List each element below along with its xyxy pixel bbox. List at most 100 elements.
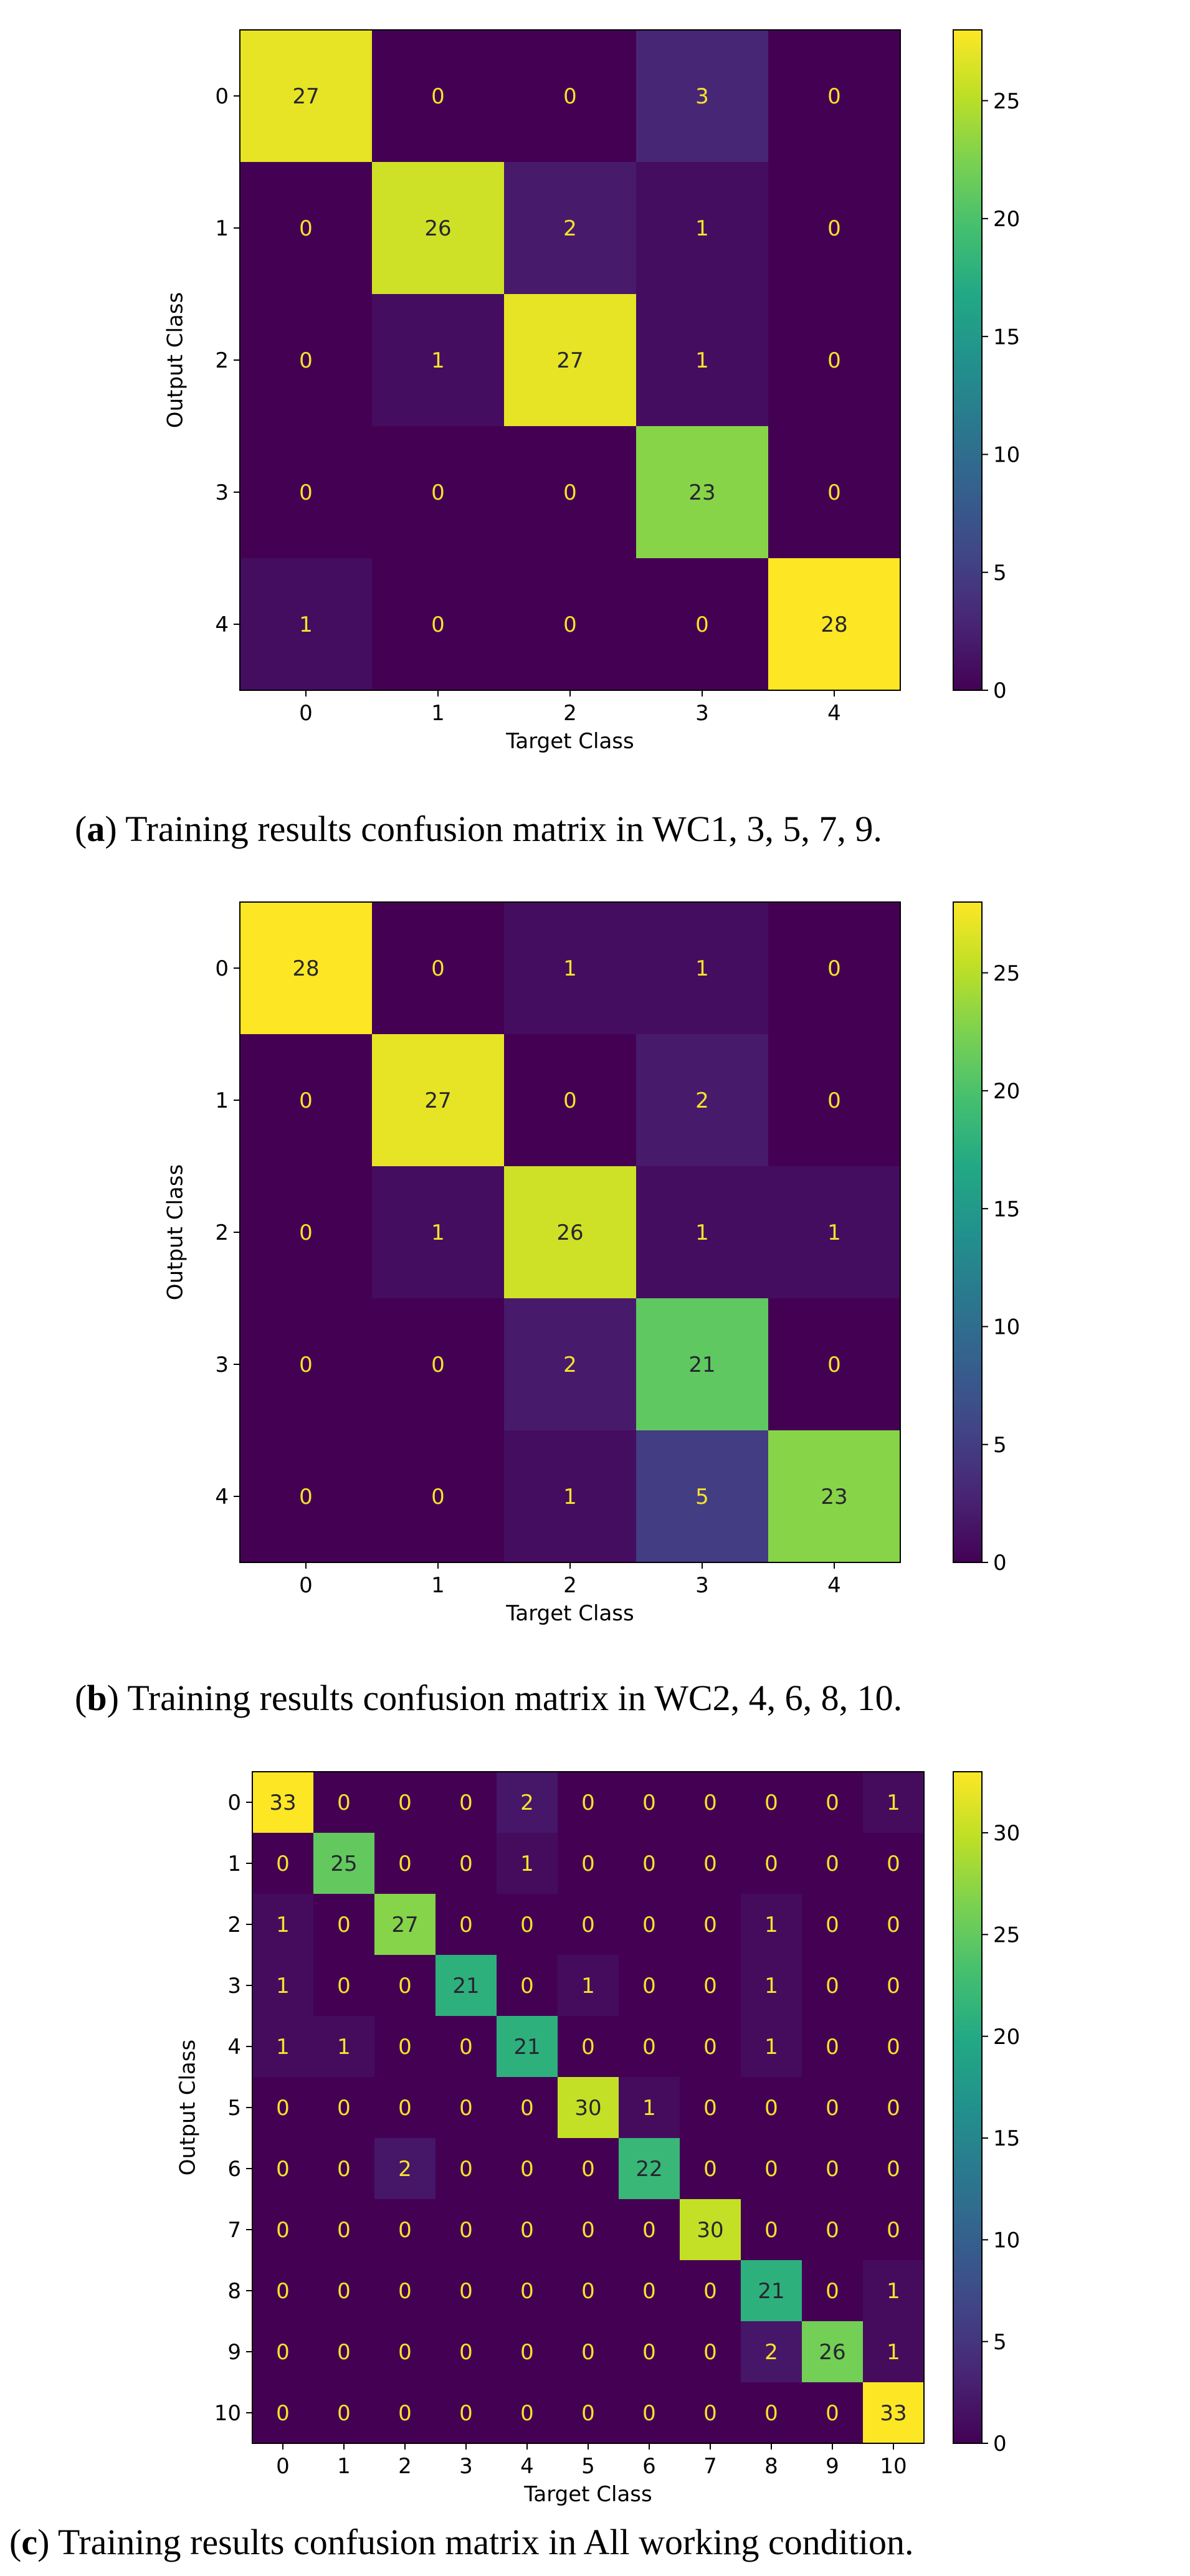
cell-value-label: 21 [513, 2035, 540, 2060]
cell-value-label: 0 [398, 2401, 412, 2426]
cell-value-label: 33 [880, 2401, 907, 2426]
cell-value-label: 0 [827, 956, 841, 981]
heatmap-cell [504, 902, 636, 1034]
y-tick-label: 2 [227, 1913, 241, 1937]
cell-value-label: 0 [826, 1974, 839, 1999]
cell-value-label: 0 [398, 1851, 412, 1876]
cell-value-label: 0 [299, 1088, 313, 1113]
heatmap-cell [558, 2016, 619, 2077]
heatmap-cell [313, 2199, 374, 2260]
heatmap-cell [252, 2260, 313, 2321]
heatmap-cell [741, 2321, 802, 2382]
cell-value-label: 1 [642, 2096, 656, 2121]
cell-value-label: 2 [520, 1790, 534, 1815]
heatmap-cell [619, 2321, 680, 2382]
heatmap-cell [802, 1772, 863, 1833]
heatmap-cell [558, 1772, 619, 1833]
cell-value-label: 0 [703, 1913, 717, 1937]
heatmap-cell [558, 2382, 619, 2443]
heatmap-cell [768, 426, 900, 558]
heatmap-cell [741, 2382, 802, 2443]
heatmap-cell [768, 558, 900, 690]
y-tick-label: 3 [215, 480, 229, 505]
cell-value-label: 2 [563, 216, 577, 241]
heatmap-cell [313, 2016, 374, 2077]
heatmap-cell [558, 2199, 619, 2260]
heatmap-cell [504, 558, 636, 690]
x-tick-label: 3 [459, 2454, 473, 2479]
cell-value-label: 0 [276, 1851, 290, 1876]
cell-value-label: 5 [695, 1485, 709, 1509]
heatmap-cell [741, 1955, 802, 2016]
cell-value-label: 2 [764, 2340, 778, 2365]
cell-value-label: 0 [337, 2340, 351, 2365]
panel-a: 27 0 0 3 00 26 2 1 00 1 27 1 00 0 0 23 01 0 0 0 280 1 2 3 401234… [75, 29, 1020, 849]
heatmap-cell [558, 1833, 619, 1894]
colorbar-tick-label: 25 [993, 89, 1020, 114]
x-tick-label: 1 [337, 2454, 351, 2479]
heatmap-cell [504, 1034, 636, 1166]
colorbar-tick-label: 0 [993, 678, 1007, 703]
cell-value-label: 0 [827, 348, 841, 373]
cell-value-label: 25 [330, 1851, 357, 1876]
cell-value-label: 0 [703, 1851, 717, 1876]
heatmap-cell [619, 2199, 680, 2260]
x-tick-label: 5 [581, 2454, 595, 2479]
cell-value-label: 0 [337, 2401, 351, 2426]
heatmap-cell [636, 30, 768, 162]
cell-value-label: 0 [398, 2035, 412, 2060]
y-tick-label: 4 [227, 2035, 241, 2060]
y-tick-label: 4 [215, 1485, 229, 1509]
cell-value-label: 0 [398, 2279, 412, 2304]
heatmap-cell [802, 1955, 863, 2016]
heatmap-cell [372, 1034, 504, 1166]
caption-text: Training results confusion matrix in WC2… [127, 1678, 902, 1718]
heatmap-cell [252, 2321, 313, 2382]
cell-value-label: 0 [459, 2096, 473, 2121]
heatmap-cell [680, 1772, 741, 1833]
heatmap-cell [374, 2077, 436, 2138]
cell-value-label: 0 [520, 2218, 534, 2243]
heatmap-cell [558, 2321, 619, 2382]
panel-c: 33 0 0 0 2 0 0 0 0 0 10 25 0 0 1 0 0 0 0 0 01 0 27 0 0 0 0 0 1 0 01 0 0 2… [9, 1771, 1020, 2562]
cell-value-label: 0 [520, 2096, 534, 2121]
x-axis-label: Target Class [505, 729, 634, 754]
heatmap-cell [680, 2138, 741, 2199]
cell-value-label: 21 [758, 2279, 784, 2304]
heatmap-cell [802, 2016, 863, 2077]
heatmap-cell [636, 426, 768, 558]
colorbar-tick-label: 5 [993, 561, 1007, 586]
heatmap-cell [372, 558, 504, 690]
panel-b: 28 0 1 1 00 27 0 2 00 1 26 1 10 0 2 21 00 0 1 5 230 1 2 3 401234… [75, 901, 1020, 1718]
colorbar-tick-label: 30 [993, 1821, 1020, 1846]
cell-value-label: 0 [520, 2157, 534, 2182]
heatmap-cell [636, 1430, 768, 1562]
heatmap-cell [619, 1772, 680, 1833]
cell-value-label: 0 [887, 2035, 900, 2060]
heatmap-cell [497, 2321, 558, 2382]
heatmap-cell [680, 1894, 741, 1955]
cell-value-label: 23 [821, 1485, 847, 1509]
heatmap-cell [863, 2138, 924, 2199]
x-axis-label: Target Class [505, 1601, 634, 1626]
y-tick-label: 10 [214, 2401, 241, 2426]
cell-value-label: 30 [697, 2218, 723, 2243]
heatmap-cell [372, 294, 504, 426]
cell-value-label: 1 [581, 1974, 595, 1999]
cell-value-label: 0 [398, 2096, 412, 2121]
heatmap-cell [636, 1298, 768, 1430]
cell-value-label: 1 [764, 1913, 778, 1937]
cell-value-label: 0 [827, 1088, 841, 1113]
cell-value-label: 1 [887, 2340, 900, 2365]
colorbar-tick-label: 25 [993, 1923, 1020, 1948]
colorbar-tick-label: 10 [993, 2228, 1020, 2253]
cell-value-label: 1 [764, 2035, 778, 2060]
heatmap-cell [313, 1772, 374, 1833]
heatmap-cell [374, 2138, 436, 2199]
x-tick-label: 9 [826, 2454, 839, 2479]
heatmap-cell [374, 2382, 436, 2443]
cell-value-label: 1 [520, 1851, 534, 1876]
y-tick-label: 0 [227, 1790, 241, 1815]
heatmap-cell [680, 1955, 741, 2016]
cell-value-label: 0 [642, 2218, 656, 2243]
